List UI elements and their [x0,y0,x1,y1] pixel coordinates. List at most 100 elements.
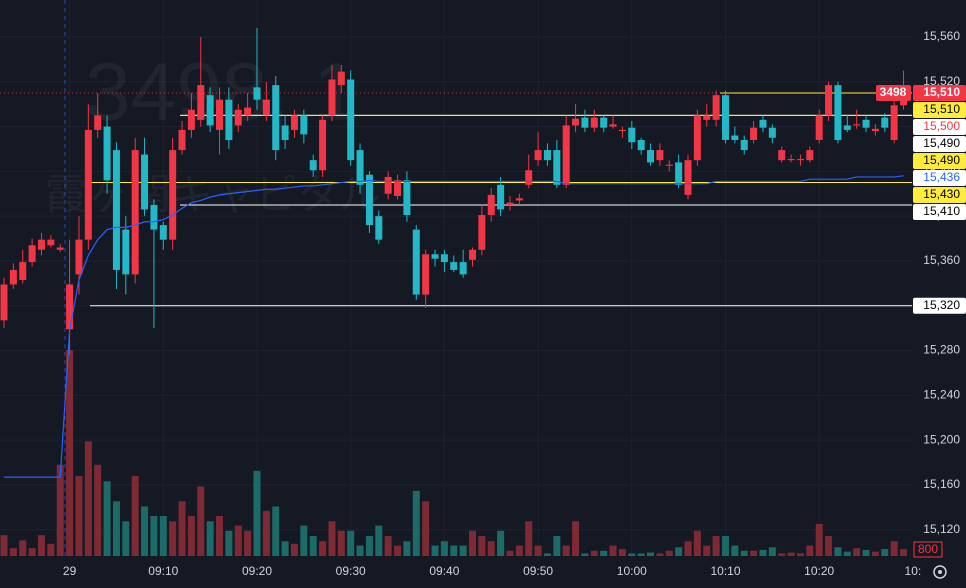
price-tag-bg [913,118,966,135]
volume-bar [843,551,851,556]
volume-bar [375,525,383,556]
candle-body [309,160,317,171]
candle-body [637,140,645,151]
volume-bar [403,541,411,556]
volume-bar [600,550,608,556]
candle-body [515,198,523,201]
volume-bar [497,530,505,556]
volume-bar [169,521,177,556]
volume-bar [234,525,242,556]
candle-body [169,150,177,240]
x-tick-label: 09:10 [148,564,178,578]
candle-body [150,204,158,230]
volume-bar [534,545,542,556]
candle-body [262,99,270,116]
volume-bar [450,545,458,556]
average-line [4,175,904,478]
candle-body [28,245,36,263]
price-tags: 15,510 3498 15,510 15,500 15,490 15,490 15,436… [876,84,966,558]
volume-bar [796,553,804,556]
candle-body [37,239,45,250]
candle-body [693,115,701,161]
candle-body [206,95,214,126]
candle-body [281,125,289,140]
candle-body [647,150,655,163]
candle-body [806,150,814,161]
volume-bar [216,516,224,556]
volume-bar [112,501,120,556]
candle-body [703,115,711,120]
volume-bar [159,516,167,556]
volume-bar [675,547,683,556]
candle-body [665,164,673,166]
candle-body [347,79,355,161]
x-tick-label: 09:50 [523,564,553,578]
y-tick-label: 15,120 [923,522,960,536]
volume-bar [712,536,720,556]
volume-bar [131,476,139,556]
candle-body [487,194,495,216]
candle-body [675,162,683,185]
candle-body [478,215,486,250]
candle-body [450,262,458,270]
y-tick-label: 15,240 [923,388,960,402]
candle-body [94,115,102,130]
price-tag-label: 15,430 [923,187,960,201]
settings-button[interactable] [933,565,947,579]
candle-body [796,159,804,161]
volume-bar [412,490,420,556]
candle-body [543,150,551,161]
volume-bar [806,545,814,556]
price-tag-label: 15,500 [923,119,960,133]
price-tag-bg [913,135,966,152]
volume-bar [141,506,149,556]
volume-bar [94,464,102,556]
volume-bar [768,547,776,556]
candle-body [778,150,786,161]
candle-body [862,119,870,128]
volume-bar [262,510,270,556]
volume-bar [656,553,664,556]
price-tag-bg [913,169,966,186]
volume-bar [778,553,786,556]
candle-body [319,119,327,171]
candle-body [356,150,364,185]
candle-body [459,262,467,275]
volume-bar [244,530,252,556]
candle-body [581,117,589,128]
symbol-tag-bg [876,84,911,101]
volume-bar [150,516,158,556]
volume-bar [394,545,402,556]
volume-bar [665,550,673,556]
volume-bar [684,541,692,556]
volume-bar [487,541,495,556]
volume-bar [384,536,392,556]
price-tag-bg [913,203,966,220]
candle-body [216,99,224,130]
volume-bar [253,470,261,556]
volume-bar [225,530,233,556]
volume-bar [478,536,486,556]
candle-body [178,129,186,151]
volume-bar [562,545,570,556]
candle-body [684,160,692,195]
volume-bar [721,536,729,556]
volume-bar [647,552,655,556]
candle-body [394,180,402,196]
candle-body [834,85,842,140]
volume-bar [543,553,551,556]
volume-bar [0,535,8,556]
volume-bar [356,545,364,556]
candle-body [187,109,195,130]
candle-body [815,115,823,140]
price-tag-label: 15,320 [923,298,960,312]
volume-bar [103,481,111,556]
candle-body [534,150,542,161]
candle-body [103,126,111,181]
candle-body [225,99,233,140]
price-tag-bg [913,297,966,314]
candle-body [75,239,83,275]
candle-body [525,170,533,185]
volume-bar [890,541,898,556]
